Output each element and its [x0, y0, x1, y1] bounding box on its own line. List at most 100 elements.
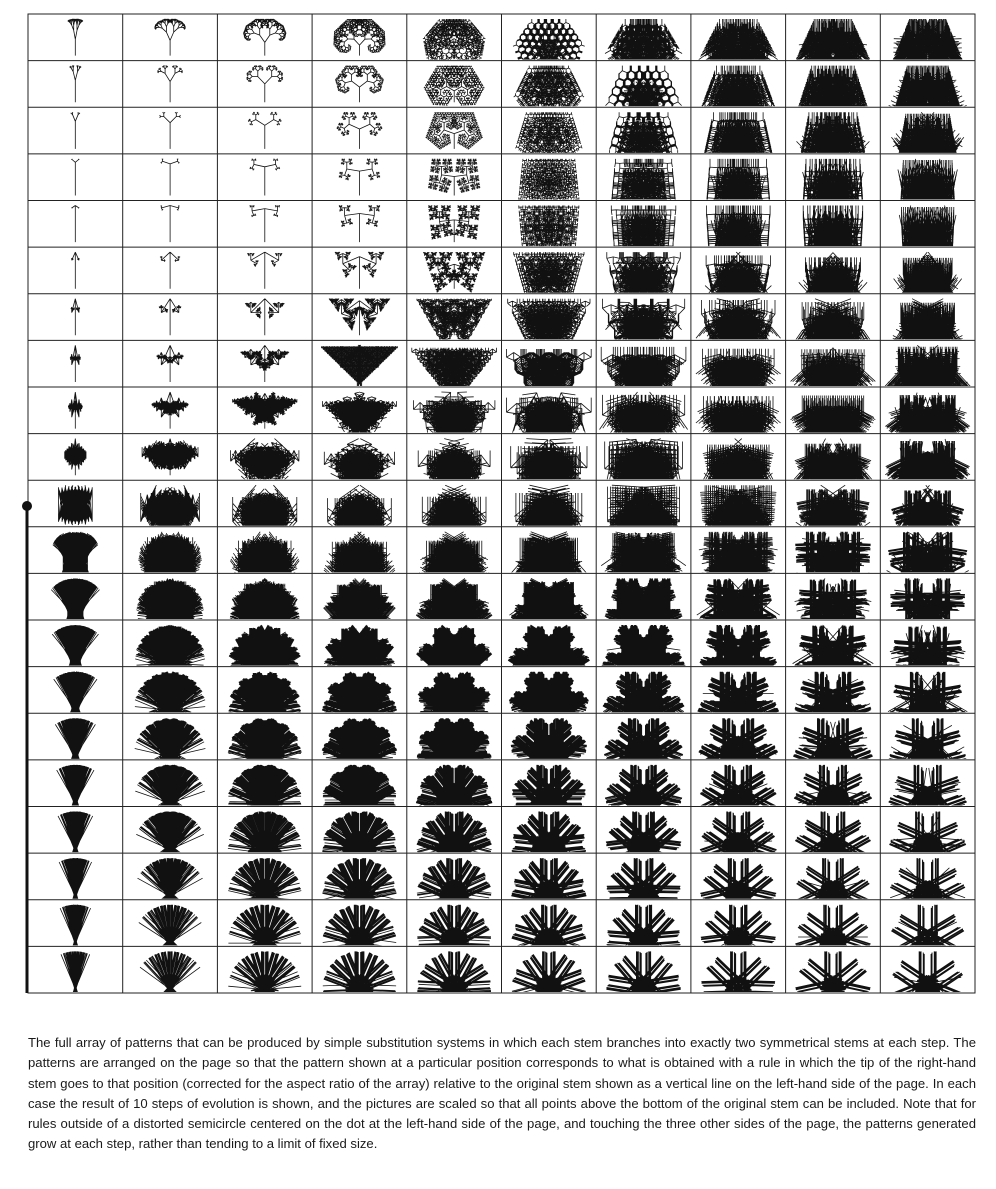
- pattern-cell: [337, 112, 382, 149]
- branch-pattern: [139, 905, 202, 957]
- branch-pattern: [333, 19, 385, 56]
- branch-pattern: [65, 439, 86, 476]
- branch-pattern: [71, 112, 80, 149]
- pattern-cell: [335, 66, 384, 103]
- branch-pattern: [72, 206, 80, 243]
- branch-pattern: [423, 19, 486, 67]
- branch-pattern: [512, 905, 586, 977]
- branch-pattern: [417, 858, 492, 930]
- branch-pattern: [428, 159, 480, 196]
- pattern-cell: [248, 112, 281, 149]
- branch-pattern: [59, 858, 92, 911]
- pattern-cell: [519, 159, 580, 207]
- pattern-cell: [700, 765, 777, 839]
- pattern-cell: [888, 718, 967, 794]
- pattern-cell: [339, 206, 380, 243]
- pattern-cell: [700, 812, 777, 887]
- pattern-cell: [228, 858, 301, 911]
- pattern-cell: [795, 905, 870, 979]
- pattern-cell: [138, 858, 203, 911]
- branch-pattern: [339, 159, 380, 196]
- branch-pattern: [794, 765, 872, 840]
- branch-pattern: [248, 112, 281, 149]
- pattern-cell: [158, 66, 183, 103]
- pattern-cell: [607, 858, 681, 931]
- pattern-cell: [417, 858, 492, 930]
- pattern-cell: [228, 905, 301, 957]
- branch-pattern: [68, 19, 83, 56]
- pattern-cell: [241, 345, 289, 382]
- branch-pattern: [417, 812, 492, 884]
- pattern-array-figure: [0, 0, 996, 1000]
- branch-pattern: [514, 66, 584, 119]
- pattern-cell: [514, 66, 584, 119]
- branch-pattern: [888, 718, 967, 794]
- pattern-cell: [322, 345, 398, 385]
- branch-pattern: [337, 112, 382, 149]
- branch-pattern: [339, 206, 380, 243]
- branch-pattern: [891, 905, 965, 979]
- pattern-cell: [71, 299, 80, 336]
- branch-pattern: [241, 345, 289, 382]
- branch-pattern: [155, 19, 186, 56]
- pattern-cell: [699, 718, 778, 793]
- branch-pattern: [71, 299, 80, 336]
- pattern-cell: [511, 858, 586, 931]
- branch-pattern: [70, 66, 82, 103]
- branch-pattern: [795, 858, 870, 932]
- branch-pattern: [795, 812, 871, 886]
- branch-pattern: [228, 905, 301, 957]
- pattern-cell: [417, 905, 491, 975]
- pattern-cell: [428, 159, 480, 196]
- pattern-cell: [324, 439, 394, 495]
- pattern-cell: [322, 858, 396, 920]
- branch-pattern: [322, 345, 398, 385]
- pattern-cell: [161, 206, 180, 243]
- pattern-cell: [228, 765, 301, 821]
- branch-pattern: [424, 252, 485, 292]
- branch-pattern: [159, 299, 181, 336]
- pattern-cell: [72, 252, 80, 289]
- pattern-cell: [159, 299, 181, 336]
- branch-pattern: [233, 485, 297, 540]
- branch-pattern: [138, 858, 203, 911]
- pattern-cell: [245, 299, 284, 336]
- pattern-cell: [424, 252, 485, 292]
- branch-pattern: [243, 19, 286, 56]
- pattern-cell: [68, 392, 82, 429]
- branch-pattern: [322, 812, 396, 878]
- pattern-cell: [60, 905, 91, 957]
- pattern-cell: [603, 672, 685, 745]
- pattern-cell: [333, 19, 385, 56]
- pattern-cell: [426, 112, 483, 149]
- pattern-cell: [243, 19, 286, 56]
- branch-pattern: [428, 206, 480, 243]
- original-stem-marker: [22, 501, 32, 993]
- branch-pattern: [329, 299, 390, 336]
- branch-pattern: [247, 66, 283, 103]
- branch-pattern: [228, 812, 302, 866]
- pattern-cell: [416, 765, 492, 838]
- pattern-cell: [329, 299, 390, 336]
- branch-pattern: [68, 392, 82, 429]
- branch-pattern: [228, 858, 301, 911]
- pattern-cell: [428, 206, 480, 243]
- pattern-cell: [424, 66, 485, 106]
- branch-pattern: [607, 858, 681, 931]
- pattern-cell: [889, 765, 967, 840]
- branch-pattern: [72, 252, 80, 289]
- pattern-cell: [233, 392, 297, 429]
- pattern-cell: [335, 252, 384, 289]
- pattern-cell: [323, 905, 397, 963]
- branch-pattern: [795, 905, 870, 979]
- pattern-cell: [231, 439, 299, 484]
- pattern-cell: [68, 19, 83, 56]
- branch-pattern: [700, 812, 777, 887]
- branch-pattern: [511, 858, 586, 931]
- pattern-cell: [247, 66, 283, 103]
- pattern-cell: [70, 66, 82, 103]
- branch-pattern: [793, 672, 873, 749]
- branch-pattern: [335, 252, 384, 289]
- pattern-cell: [250, 159, 280, 196]
- branch-pattern: [604, 718, 683, 793]
